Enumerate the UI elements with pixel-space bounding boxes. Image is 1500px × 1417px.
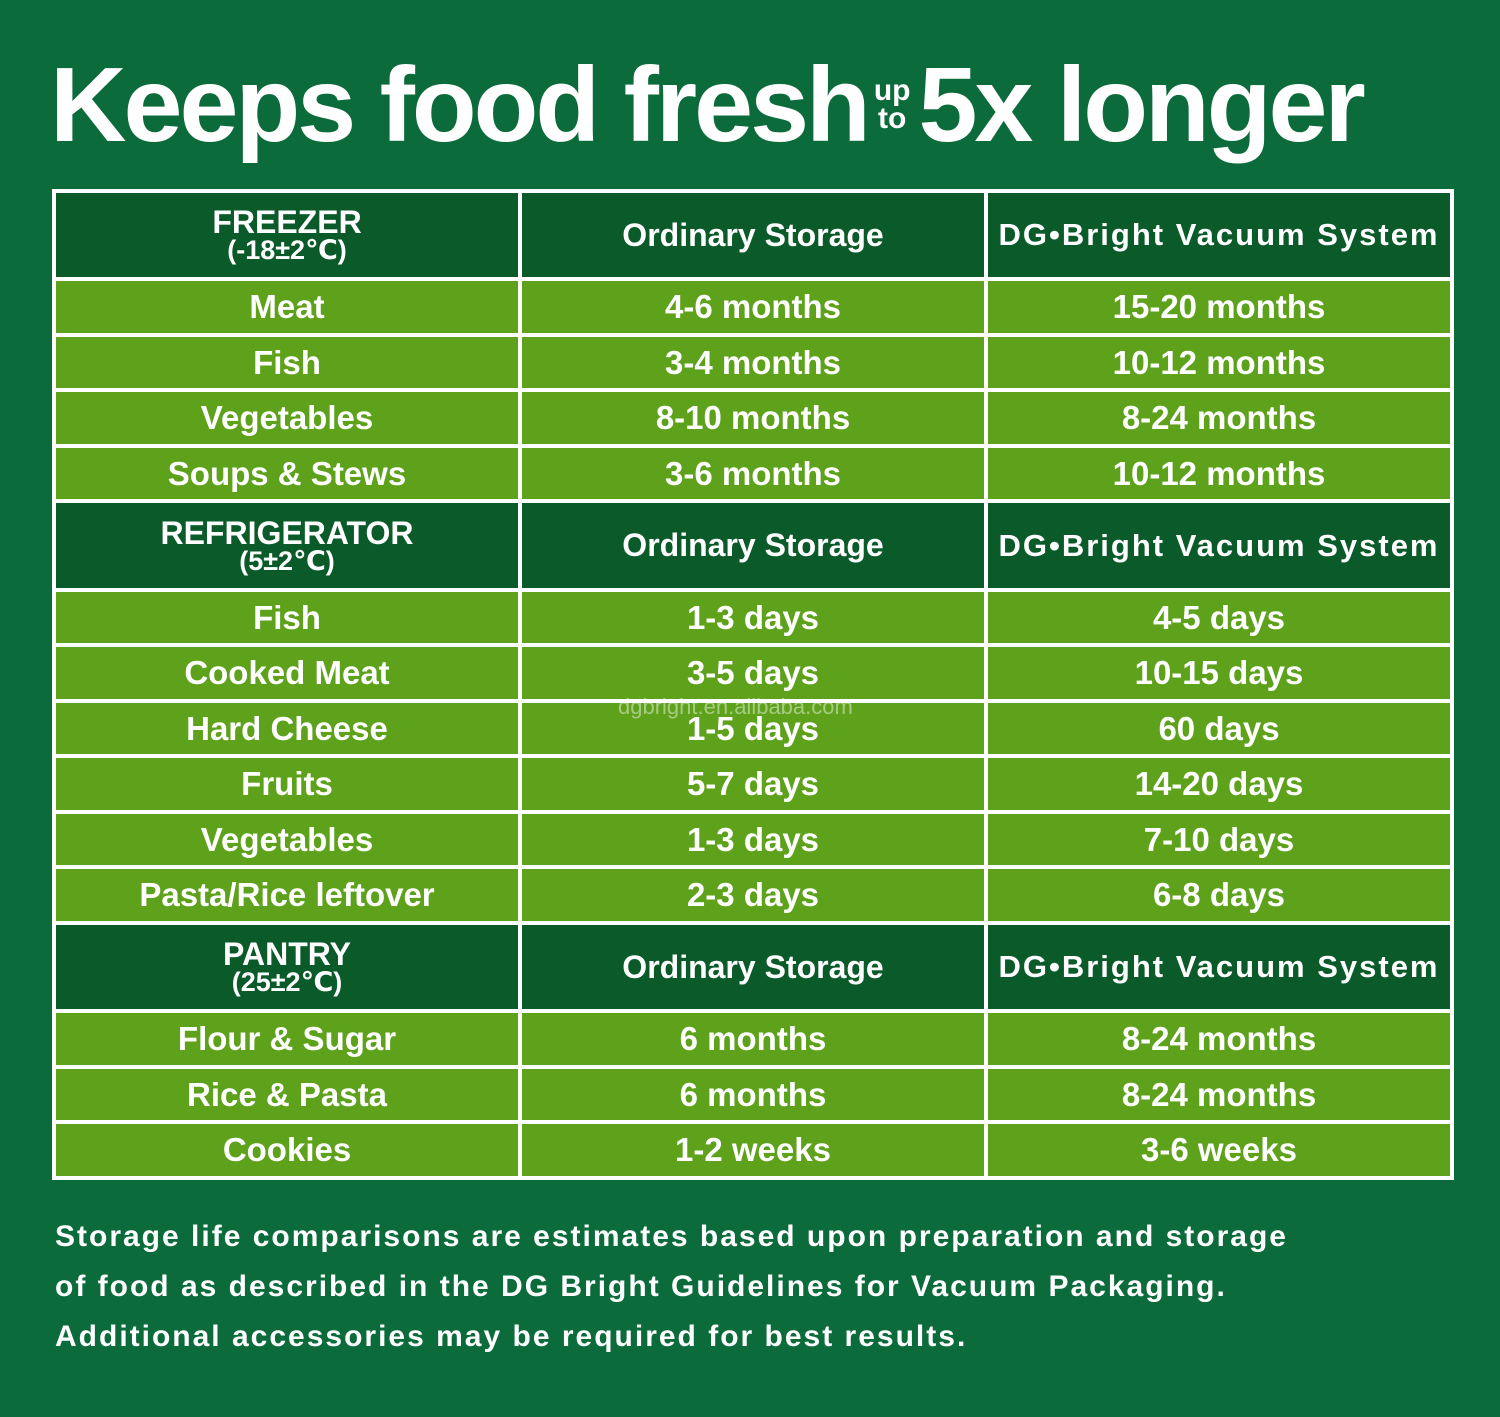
vacuum-cell: 3-6 weeks (988, 1124, 1450, 1176)
headline: Keeps food fresh up to 5x longer (50, 40, 1470, 170)
ordinary-cell: 6 months (522, 1013, 984, 1065)
vacuum-cell: 60 days (988, 702, 1450, 755)
ordinary-cell: 1-3 days (522, 813, 984, 866)
table-row: Fruits 5-7 days 14-20 days (56, 758, 1450, 810)
vacuum-cell: 7-10 days (988, 813, 1450, 866)
ordinary-cell: 3-5 days (522, 647, 984, 699)
vacuum-cell: 10-15 days (988, 647, 1450, 699)
vacuum-cell: 14-20 days (988, 758, 1450, 810)
footnote-line: Storage life comparisons are estimates b… (55, 1220, 1288, 1253)
food-cell: Vegetables (56, 813, 518, 866)
category-temperature: (5±2℃) (239, 545, 335, 576)
column-header-vacuum: DG•Bright Vacuum System (988, 193, 1450, 278)
category-cell: PANTRY (25±2℃) (56, 924, 518, 1010)
category-name: PANTRY (223, 936, 351, 973)
vacuum-cell: 6-8 days (988, 869, 1450, 921)
food-cell: Cookies (56, 1124, 518, 1176)
vacuum-cell: 8-24 months (988, 1013, 1450, 1065)
vacuum-cell: 8-24 months (988, 1068, 1450, 1121)
vacuum-cell: 15-20 months (988, 281, 1450, 333)
table-row: Flour & Sugar 6 months 8-24 months (56, 1013, 1450, 1065)
table-row: Pasta/Rice leftover 2-3 days 6-8 days (56, 869, 1450, 921)
food-cell: Fish (56, 336, 518, 389)
food-cell: Rice & Pasta (56, 1068, 518, 1121)
ordinary-cell: 1-2 weeks (522, 1124, 984, 1176)
table-row: Rice & Pasta 6 months 8-24 months (56, 1068, 1450, 1121)
table-row: Meat 4-6 months 15-20 months (56, 281, 1450, 333)
ordinary-cell: 6 months (522, 1068, 984, 1121)
vacuum-cell: 10-12 months (988, 447, 1450, 500)
column-header-ordinary: Ordinary Storage (522, 924, 984, 1010)
ordinary-cell: 3-4 months (522, 336, 984, 389)
table-row: Soups & Stews 3-6 months 10-12 months (56, 447, 1450, 500)
table-row: Hard Cheese 1-5 days 60 days (56, 702, 1450, 755)
ordinary-cell: 1-3 days (522, 591, 984, 644)
food-cell: Fruits (56, 758, 518, 810)
food-cell: Flour & Sugar (56, 1013, 518, 1065)
table-row: Cooked Meat 3-5 days 10-15 days (56, 647, 1450, 699)
storage-comparison-table: FREEZER (-18±2℃) Ordinary Storage DG•Bri… (52, 189, 1454, 1180)
category-cell: REFRIGERATOR (5±2℃) (56, 503, 518, 588)
section-header-pantry: PANTRY (25±2℃) Ordinary Storage DG•Brigh… (56, 924, 1450, 1010)
food-cell: Hard Cheese (56, 702, 518, 755)
table-row: Cookies 1-2 weeks 3-6 weeks (56, 1124, 1450, 1176)
column-header-vacuum: DG•Bright Vacuum System (988, 924, 1450, 1010)
food-cell: Vegetables (56, 392, 518, 444)
table-row: Fish 1-3 days 4-5 days (56, 591, 1450, 644)
ordinary-cell: 2-3 days (522, 869, 984, 921)
column-header-ordinary: Ordinary Storage (522, 503, 984, 588)
table-row: Fish 3-4 months 10-12 months (56, 336, 1450, 389)
headline-to: to (877, 102, 907, 135)
section-header-freezer: FREEZER (-18±2℃) Ordinary Storage DG•Bri… (56, 193, 1450, 278)
vacuum-cell: 4-5 days (988, 591, 1450, 644)
category-cell: FREEZER (-18±2℃) (56, 193, 518, 278)
table-row: Vegetables 8-10 months 8-24 months (56, 392, 1450, 444)
headline-main: Keeps food fresh (50, 46, 871, 164)
food-cell: Cooked Meat (56, 647, 518, 699)
food-cell: Meat (56, 281, 518, 333)
footnote: Storage life comparisons are estimates b… (55, 1212, 1455, 1362)
vacuum-cell: 10-12 months (988, 336, 1450, 389)
food-cell: Fish (56, 591, 518, 644)
category-name: REFRIGERATOR (160, 514, 414, 551)
vacuum-cell: 8-24 months (988, 392, 1450, 444)
headline-up-to: up to (873, 74, 911, 135)
footnote-line: Additional accessories may be required f… (55, 1320, 968, 1353)
footnote-line: of food as described in the DG Bright Gu… (55, 1270, 1227, 1303)
ordinary-cell: 3-6 months (522, 447, 984, 500)
column-header-vacuum: DG•Bright Vacuum System (988, 503, 1450, 588)
headline-emphasis: 5x longer (918, 46, 1365, 164)
headline-up: up (873, 74, 911, 107)
ordinary-cell: 8-10 months (522, 392, 984, 444)
watermark: dgbright.en.alibaba.com (618, 694, 853, 719)
food-cell: Pasta/Rice leftover (56, 869, 518, 921)
ordinary-cell: 4-6 months (522, 281, 984, 333)
table-row: Vegetables 1-3 days 7-10 days (56, 813, 1450, 866)
ordinary-cell: 5-7 days (522, 758, 984, 810)
category-temperature: (-18±2℃) (227, 235, 347, 266)
food-cell: Soups & Stews (56, 447, 518, 500)
category-name: FREEZER (212, 204, 362, 241)
section-header-refrigerator: REFRIGERATOR (5±2℃) Ordinary Storage DG•… (56, 503, 1450, 588)
ordinary-cell: 1-5 days (522, 702, 984, 755)
category-temperature: (25±2℃) (231, 967, 343, 998)
column-header-ordinary: Ordinary Storage (522, 193, 984, 278)
